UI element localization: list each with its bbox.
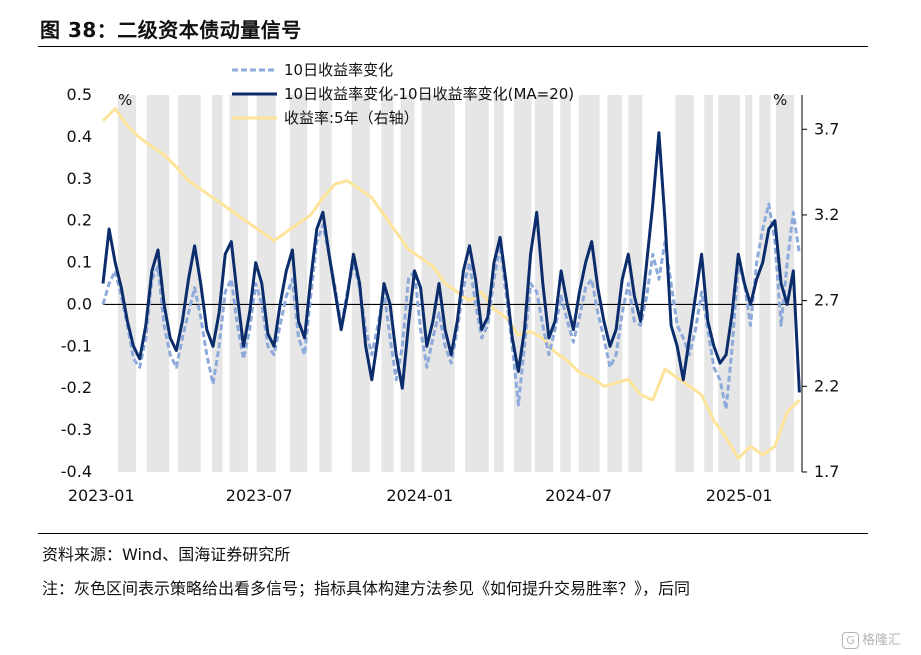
shaded-regions: [117, 95, 795, 472]
right-tick-label: 2.7: [814, 291, 839, 310]
x-tick-label: 2023-01: [68, 486, 135, 505]
watermark-logo-icon: G: [841, 632, 859, 649]
shaded-region: [704, 95, 713, 472]
figure-title: 图 38：二级资本债动量信号: [40, 18, 302, 42]
shaded-region: [607, 95, 623, 472]
left-tick-label: -0.2: [61, 378, 92, 397]
legend-label: 10日收益率变化: [284, 61, 393, 79]
left-tick-label: -0.4: [61, 462, 92, 481]
x-tick-label: 2025-01: [706, 486, 773, 505]
series-line-3: [101, 107, 801, 460]
shaded-region: [319, 95, 332, 472]
shaded-region: [117, 95, 137, 472]
x-tick-label: 2024-01: [386, 486, 453, 505]
shaded-region: [212, 95, 223, 472]
series-lines: [101, 107, 801, 460]
left-tick-label: -0.3: [61, 420, 92, 439]
x-tick-label: 2024-07: [545, 486, 612, 505]
title-rule: [38, 46, 868, 47]
series-line-1: [101, 202, 801, 411]
shaded-region: [256, 95, 276, 472]
source-text: 资料来源：Wind、国海证券研究所: [42, 545, 291, 564]
left-tick-label: 0.4: [67, 127, 92, 146]
shaded-region: [514, 95, 532, 472]
left-tick-label: 0.2: [67, 211, 92, 230]
series-line-2: [101, 131, 801, 393]
shaded-region: [718, 95, 741, 472]
shaded-region: [289, 95, 308, 472]
right-tick-label: 3.2: [814, 205, 839, 224]
left-tick-label: 0.3: [67, 169, 92, 188]
right-tick-label: 2.2: [814, 376, 839, 395]
shaded-region: [560, 95, 571, 472]
left-axis-unit: %: [118, 91, 132, 109]
watermark-text: 格隆汇: [861, 633, 901, 648]
axes: 0.5 0.4 0.3 0.2 0.1 0.0 -0.1 -0.2 -0.3 -0.4% 3.7 3.…: [61, 85, 840, 505]
legend-label: 收益率:5年（右轴）: [284, 109, 419, 127]
legend: 10日收益率变化 10日收益率变化-10日收益率变化(MA=20) 收益率:5年（右…: [232, 61, 574, 127]
shaded-region: [745, 95, 753, 472]
right-axis-unit: %: [773, 91, 787, 109]
shaded-region: [146, 95, 170, 472]
legend-label: 10日收益率变化-10日收益率变化(MA=20): [284, 85, 574, 103]
chart: 0.5 0.4 0.3 0.2 0.1 0.0 -0.1 -0.2 -0.3 -0.4% 3.7 3.…: [61, 61, 840, 505]
shaded-region: [628, 95, 643, 472]
right-tick-label: 1.7: [814, 462, 839, 481]
shaded-region: [493, 95, 504, 472]
left-tick-label: -0.1: [61, 336, 92, 355]
left-tick-label: 0.0: [67, 294, 92, 313]
left-tick-label: 0.1: [67, 253, 92, 272]
watermark: G 格隆汇: [841, 629, 901, 649]
right-tick-label: 3.7: [814, 119, 839, 138]
shaded-region: [381, 95, 394, 472]
x-tick-label: 2023-07: [226, 486, 293, 505]
shaded-region: [229, 95, 248, 472]
shaded-region: [675, 95, 694, 472]
note-text: 注：灰色区间表示策略给出看多信号；指标具体构建方法参见《如何提升交易胜率？》，后…: [42, 579, 691, 598]
source-rule: [38, 533, 868, 534]
shaded-region: [759, 95, 771, 472]
left-tick-label: 0.5: [67, 85, 92, 104]
